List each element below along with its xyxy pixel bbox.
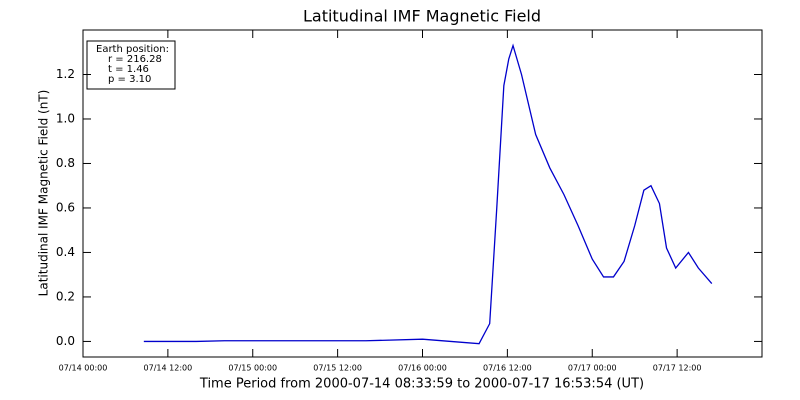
- y-tick-label: 0.0: [56, 334, 75, 348]
- annotation-box: [86, 40, 176, 90]
- annotation: r = 216.28: [108, 54, 162, 65]
- chart-title: Latitudinal IMF Magnetic Field: [303, 7, 541, 26]
- x-tick-label: 07/16 00:00: [398, 364, 447, 373]
- y-tick-label: 0.4: [56, 245, 75, 259]
- x-tick-label: 07/17 00:00: [568, 364, 617, 373]
- x-tick-label: 07/16 12:00: [483, 364, 532, 373]
- y-tick-label: 0.6: [56, 200, 75, 214]
- x-tick-label: 07/15 00:00: [228, 364, 277, 373]
- y-tick-label: 0.8: [56, 156, 75, 170]
- x-axis-label: Time Period from 2000-07-14 08:33:59 to …: [199, 377, 644, 392]
- annotation: p = 3.10: [108, 74, 151, 85]
- x-tick-label: 07/17 12:00: [653, 364, 702, 373]
- x-tick-label: 07/14 00:00: [59, 364, 108, 373]
- y-tick-label: 1.2: [56, 67, 75, 81]
- annotation: Earth position:: [96, 44, 169, 55]
- y-tick-label: 0.2: [56, 289, 75, 303]
- annotation: t = 1.46: [108, 64, 149, 75]
- y-axis-label: Latitudinal IMF Magnetic Field (nT): [37, 90, 51, 297]
- data-line: [143, 43, 713, 345]
- x-tick-label: 07/14 12:00: [144, 364, 193, 373]
- x-tick-label: 07/15 12:00: [313, 364, 362, 373]
- y-tick-label: 1.0: [56, 111, 75, 125]
